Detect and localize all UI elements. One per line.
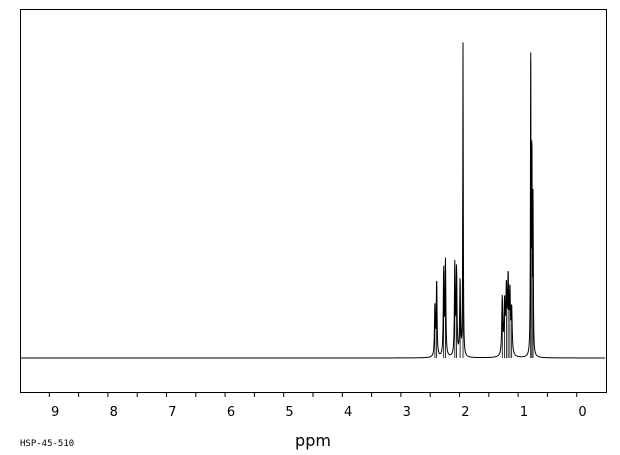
tick-label-2: 2 <box>461 405 469 420</box>
tick-label-4: 4 <box>344 405 352 420</box>
tick-label-5: 5 <box>285 405 293 420</box>
tick-label-7: 7 <box>168 405 176 420</box>
x-axis-ticks: 9 8 7 6 5 4 3 2 1 0 <box>48 392 587 420</box>
sample-code-label: HSP-45-510 <box>20 439 74 449</box>
tick-label-8: 8 <box>110 405 118 420</box>
tick-label-0: 0 <box>578 405 586 420</box>
tick-label-9: 9 <box>51 405 59 420</box>
x-axis-label: ppm <box>295 431 331 450</box>
tick-label-6: 6 <box>227 405 235 420</box>
tick-label-3: 3 <box>403 405 411 420</box>
spectrum-trace <box>21 42 605 359</box>
tick-label-1: 1 <box>520 405 528 420</box>
peak-markers <box>434 44 534 358</box>
plot-frame <box>20 9 607 393</box>
